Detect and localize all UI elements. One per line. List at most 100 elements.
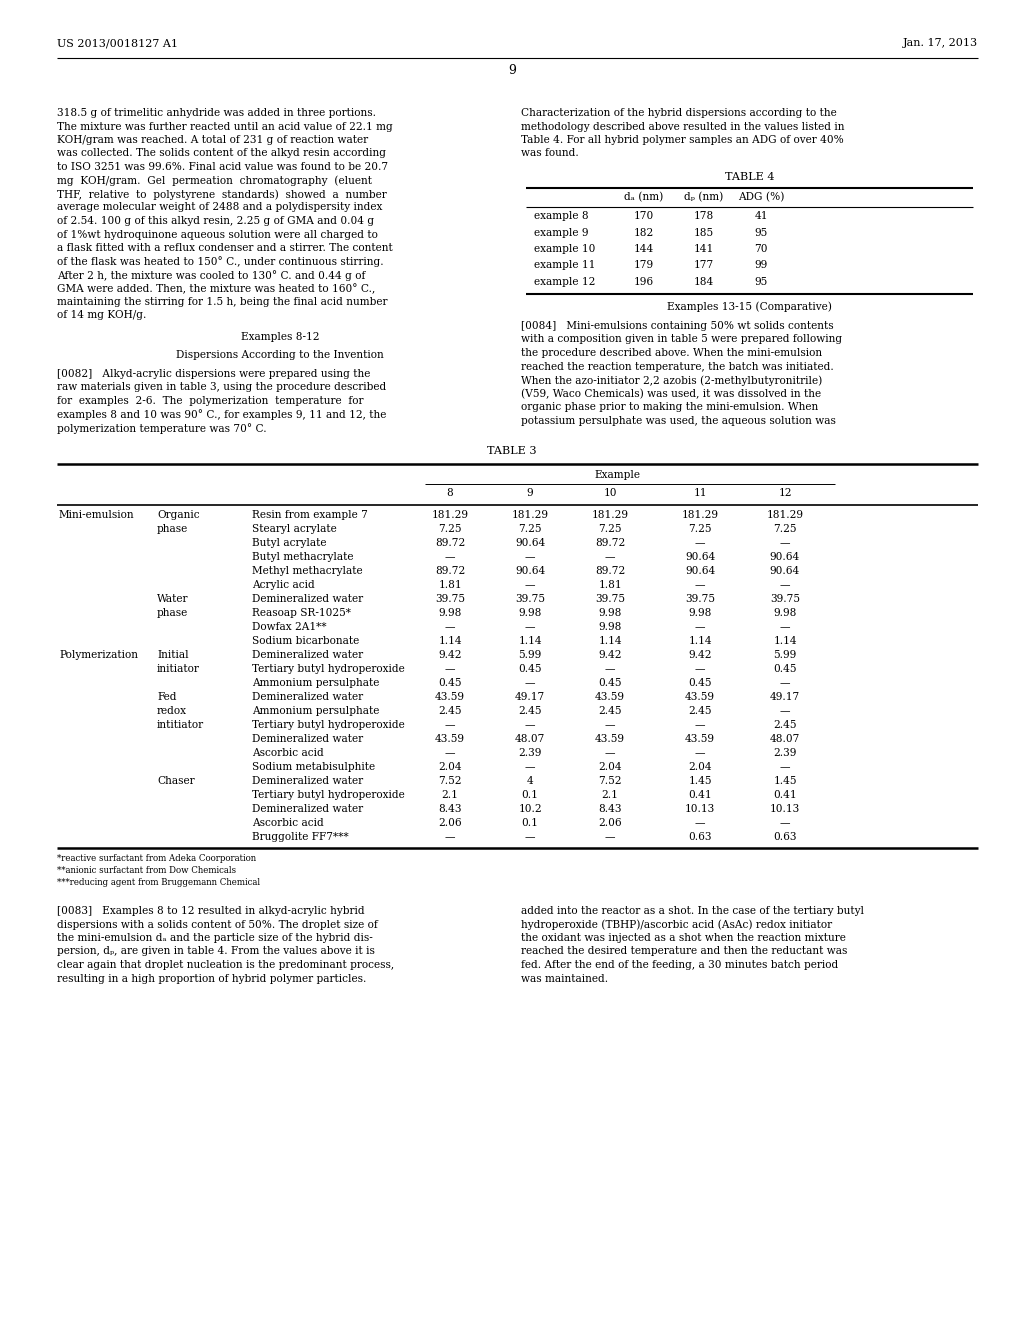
Text: 0.1: 0.1 xyxy=(521,818,539,828)
Text: example 10: example 10 xyxy=(534,244,595,253)
Text: 1.14: 1.14 xyxy=(598,636,622,645)
Text: 39.75: 39.75 xyxy=(435,594,465,605)
Text: 9.42: 9.42 xyxy=(598,649,622,660)
Text: —: — xyxy=(605,832,615,842)
Text: —: — xyxy=(444,719,456,730)
Text: example 11: example 11 xyxy=(534,260,595,271)
Text: 1.14: 1.14 xyxy=(688,636,712,645)
Text: Characterization of the hybrid dispersions according to the: Characterization of the hybrid dispersio… xyxy=(521,108,837,117)
Text: of 14 mg KOH/g.: of 14 mg KOH/g. xyxy=(57,310,146,321)
Text: The mixture was further reacted until an acid value of 22.1 mg: The mixture was further reacted until an… xyxy=(57,121,393,132)
Text: 2.39: 2.39 xyxy=(518,748,542,758)
Text: example 12: example 12 xyxy=(534,277,595,286)
Text: 10.13: 10.13 xyxy=(770,804,800,814)
Text: 99: 99 xyxy=(755,260,768,271)
Text: 1.81: 1.81 xyxy=(438,579,462,590)
Text: 7.52: 7.52 xyxy=(438,776,462,785)
Text: 1.81: 1.81 xyxy=(598,579,622,590)
Text: 9: 9 xyxy=(526,487,534,498)
Text: redox: redox xyxy=(157,706,187,715)
Text: 181.29: 181.29 xyxy=(431,510,469,520)
Text: intitiator: intitiator xyxy=(157,719,204,730)
Text: Bruggolite FF7***: Bruggolite FF7*** xyxy=(252,832,349,842)
Text: of the flask was heated to 150° C., under continuous stirring.: of the flask was heated to 150° C., unde… xyxy=(57,256,384,268)
Text: 9.98: 9.98 xyxy=(598,609,622,618)
Text: 9.98: 9.98 xyxy=(688,609,712,618)
Text: 2.1: 2.1 xyxy=(601,789,618,800)
Text: 39.75: 39.75 xyxy=(770,594,800,605)
Text: dₚ (nm): dₚ (nm) xyxy=(684,191,724,202)
Text: the procedure described above. When the mini-emulsion: the procedure described above. When the … xyxy=(521,348,822,358)
Text: —: — xyxy=(524,832,536,842)
Text: 2.04: 2.04 xyxy=(598,762,622,772)
Text: Demineralized water: Demineralized water xyxy=(252,649,364,660)
Text: —: — xyxy=(524,678,536,688)
Text: 89.72: 89.72 xyxy=(435,566,465,576)
Text: —: — xyxy=(779,706,791,715)
Text: [0083]   Examples 8 to 12 resulted in alkyd-acrylic hybrid: [0083] Examples 8 to 12 resulted in alky… xyxy=(57,906,365,916)
Text: 2.04: 2.04 xyxy=(438,762,462,772)
Text: 0.1: 0.1 xyxy=(521,789,539,800)
Text: 181.29: 181.29 xyxy=(682,510,719,520)
Text: 5.99: 5.99 xyxy=(518,649,542,660)
Text: —: — xyxy=(694,664,706,675)
Text: 184: 184 xyxy=(694,277,714,286)
Text: 177: 177 xyxy=(694,260,714,271)
Text: examples 8 and 10 was 90° C., for examples 9, 11 and 12, the: examples 8 and 10 was 90° C., for exampl… xyxy=(57,409,386,420)
Text: phase: phase xyxy=(157,524,188,535)
Text: 0.45: 0.45 xyxy=(598,678,622,688)
Text: Demineralized water: Demineralized water xyxy=(252,594,364,605)
Text: 9: 9 xyxy=(508,63,516,77)
Text: potassium persulphate was used, the aqueous solution was: potassium persulphate was used, the aque… xyxy=(521,416,836,425)
Text: added into the reactor as a shot. In the case of the tertiary butyl: added into the reactor as a shot. In the… xyxy=(521,906,864,916)
Text: 9.42: 9.42 xyxy=(438,649,462,660)
Text: 89.72: 89.72 xyxy=(595,566,625,576)
Text: persion, dₚ, are given in table 4. From the values above it is: persion, dₚ, are given in table 4. From … xyxy=(57,946,375,957)
Text: 12: 12 xyxy=(778,487,792,498)
Text: 182: 182 xyxy=(634,227,654,238)
Text: 2.45: 2.45 xyxy=(688,706,712,715)
Text: 39.75: 39.75 xyxy=(685,594,715,605)
Text: ***reducing agent from Bruggemann Chemical: ***reducing agent from Bruggemann Chemic… xyxy=(57,878,260,887)
Text: Examples 13-15 (Comparative): Examples 13-15 (Comparative) xyxy=(667,301,831,312)
Text: Tertiary butyl hydroperoxide: Tertiary butyl hydroperoxide xyxy=(252,719,404,730)
Text: polymerization temperature was 70° C.: polymerization temperature was 70° C. xyxy=(57,422,266,434)
Text: 7.25: 7.25 xyxy=(773,524,797,535)
Text: *reactive surfactant from Adeka Coorporation: *reactive surfactant from Adeka Coorpora… xyxy=(57,854,256,863)
Text: Dispersions According to the Invention: Dispersions According to the Invention xyxy=(176,350,384,359)
Text: [0084]   Mini-emulsions containing 50% wt solids contents: [0084] Mini-emulsions containing 50% wt … xyxy=(521,321,834,331)
Text: 90.64: 90.64 xyxy=(685,552,715,562)
Text: 185: 185 xyxy=(694,227,714,238)
Text: Butyl methacrylate: Butyl methacrylate xyxy=(252,552,353,562)
Text: mg  KOH/gram.  Gel  permeation  chromatography  (eluent: mg KOH/gram. Gel permeation chromatograp… xyxy=(57,176,372,186)
Text: 8.43: 8.43 xyxy=(438,804,462,814)
Text: was maintained.: was maintained. xyxy=(521,974,608,983)
Text: 0.41: 0.41 xyxy=(688,789,712,800)
Text: 144: 144 xyxy=(634,244,654,253)
Text: 2.45: 2.45 xyxy=(773,719,797,730)
Text: —: — xyxy=(779,622,791,632)
Text: a flask fitted with a reflux condenser and a stirrer. The content: a flask fitted with a reflux condenser a… xyxy=(57,243,393,253)
Text: 170: 170 xyxy=(634,211,654,220)
Text: 70: 70 xyxy=(755,244,768,253)
Text: 43.59: 43.59 xyxy=(595,734,625,744)
Text: When the azo-initiator 2,2 azobis (2-methylbutyronitrile): When the azo-initiator 2,2 azobis (2-met… xyxy=(521,375,822,385)
Text: THF,  relative  to  polystyrene  standards)  showed  a  number: THF, relative to polystyrene standards) … xyxy=(57,189,387,199)
Text: for  examples  2-6.  The  polymerization  temperature  for: for examples 2-6. The polymerization tem… xyxy=(57,396,364,407)
Text: was found.: was found. xyxy=(521,149,579,158)
Text: Demineralized water: Demineralized water xyxy=(252,734,364,744)
Text: Butyl acrylate: Butyl acrylate xyxy=(252,539,327,548)
Text: Acrylic acid: Acrylic acid xyxy=(252,579,314,590)
Text: —: — xyxy=(524,579,536,590)
Text: Initial: Initial xyxy=(157,649,188,660)
Text: methodology described above resulted in the values listed in: methodology described above resulted in … xyxy=(521,121,845,132)
Text: GMA were added. Then, the mixture was heated to 160° C.,: GMA were added. Then, the mixture was he… xyxy=(57,284,375,294)
Text: TABLE 3: TABLE 3 xyxy=(487,446,537,457)
Text: organic phase prior to making the mini-emulsion. When: organic phase prior to making the mini-e… xyxy=(521,403,818,412)
Text: Ammonium persulphate: Ammonium persulphate xyxy=(252,706,379,715)
Text: Examples 8-12: Examples 8-12 xyxy=(241,333,319,342)
Text: —: — xyxy=(444,832,456,842)
Text: 7.25: 7.25 xyxy=(438,524,462,535)
Text: Example: Example xyxy=(595,470,640,480)
Text: 49.17: 49.17 xyxy=(515,692,545,702)
